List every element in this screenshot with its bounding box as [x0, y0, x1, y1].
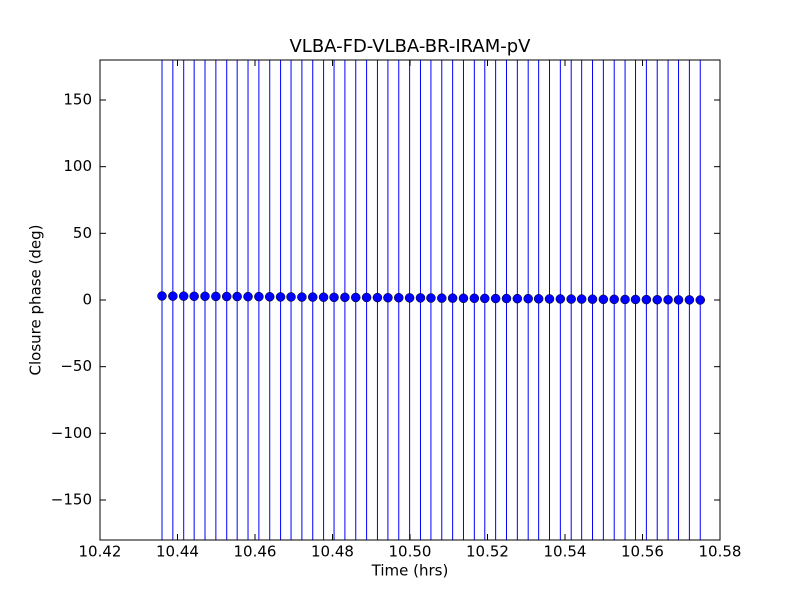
data-point — [620, 294, 630, 305]
data-point — [641, 294, 652, 305]
data-point — [458, 293, 469, 304]
data-point — [673, 295, 684, 305]
data-point — [469, 293, 480, 304]
data-point — [297, 292, 307, 302]
data-point — [480, 293, 490, 304]
data-point — [663, 294, 673, 305]
data-point — [512, 293, 523, 304]
data-point — [383, 292, 393, 303]
data-point — [533, 294, 544, 304]
data-point — [415, 293, 426, 303]
y-tick-label: −50 — [60, 357, 92, 375]
data-point — [318, 292, 329, 302]
data-point — [189, 291, 199, 302]
data-point — [404, 293, 415, 303]
data-point — [286, 292, 296, 302]
data-point — [264, 292, 275, 302]
data-point — [361, 292, 372, 303]
data-point — [221, 291, 232, 302]
y-tick-label: 0 — [82, 291, 92, 309]
data-point — [490, 293, 501, 304]
data-point — [684, 295, 695, 305]
data-point — [329, 292, 339, 303]
data-point — [157, 291, 167, 301]
data-point — [168, 291, 178, 301]
data-point — [178, 291, 189, 301]
data-point — [544, 294, 555, 304]
x-tick-label: 10.56 — [621, 543, 664, 561]
x-tick-label: 10.48 — [311, 543, 354, 561]
data-point — [587, 294, 598, 304]
data-point — [232, 291, 242, 302]
data-point — [211, 291, 221, 302]
data-point — [566, 294, 576, 304]
data-point — [652, 294, 662, 305]
data-point — [630, 294, 641, 305]
x-tick-label: 10.58 — [699, 543, 742, 561]
x-tick-label: 10.44 — [156, 543, 199, 561]
y-tick-label: −150 — [51, 491, 92, 509]
data-point — [394, 292, 404, 303]
x-tick-label: 10.42 — [79, 543, 122, 561]
data-point — [200, 291, 210, 302]
y-tick-label: 150 — [63, 91, 92, 109]
chart-title: VLBA-FD-VLBA-BR-IRAM-pV — [289, 36, 531, 57]
data-point — [372, 292, 383, 303]
y-tick-label: 100 — [63, 157, 92, 175]
y-tick-label: −100 — [51, 424, 92, 442]
y-tick-label: 50 — [73, 224, 92, 242]
plot-area — [157, 60, 705, 540]
data-point — [307, 292, 318, 302]
data-point — [523, 293, 533, 304]
data-point — [695, 295, 705, 305]
x-tick-label: 10.52 — [466, 543, 509, 561]
data-point — [351, 292, 361, 303]
data-point — [340, 292, 350, 303]
data-point — [555, 294, 566, 304]
data-point — [437, 293, 447, 303]
data-point — [243, 291, 253, 302]
data-point — [576, 294, 587, 304]
data-point — [275, 292, 286, 302]
data-point — [254, 291, 264, 302]
data-point — [447, 293, 458, 303]
x-tick-label: 10.50 — [389, 543, 432, 561]
x-tick-label: 10.54 — [544, 543, 587, 561]
data-point — [426, 293, 436, 303]
data-point — [609, 294, 619, 305]
x-tick-label: 10.46 — [234, 543, 277, 561]
data-point — [598, 294, 609, 305]
x-axis-label: Time (hrs) — [371, 562, 449, 580]
data-point — [501, 293, 512, 304]
y-axis-label: Closure phase (deg) — [27, 225, 45, 376]
